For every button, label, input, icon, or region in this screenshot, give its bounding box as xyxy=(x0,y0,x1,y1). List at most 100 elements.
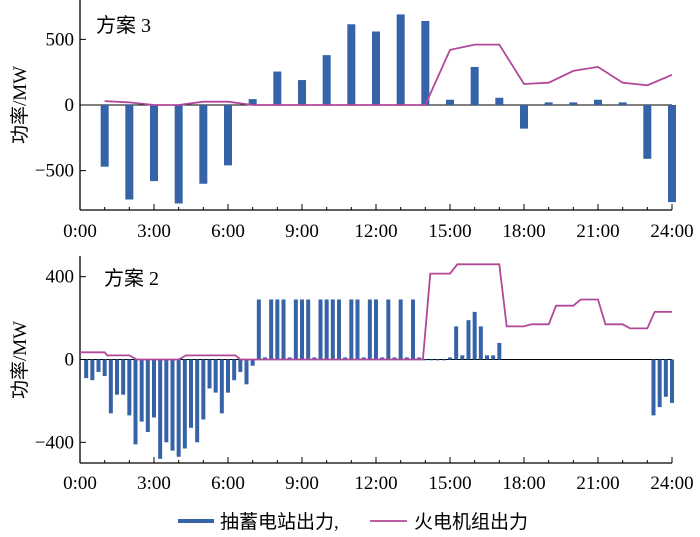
x-tick-label: 21:00 xyxy=(576,473,619,494)
bar xyxy=(411,299,415,360)
bar xyxy=(435,359,440,361)
bar xyxy=(380,357,385,360)
x-tick-label: 3:00 xyxy=(137,221,171,242)
x-tick-label: 18:00 xyxy=(502,221,545,242)
bar xyxy=(219,359,224,414)
bar xyxy=(520,105,528,129)
x-tick-label: 18:00 xyxy=(502,473,545,494)
bar xyxy=(263,357,267,360)
bar xyxy=(460,355,465,360)
bar xyxy=(470,66,479,105)
x-tick-label: 21:00 xyxy=(576,221,619,242)
bar xyxy=(176,359,181,457)
x-tick-label: 12:00 xyxy=(354,221,397,242)
bar xyxy=(343,357,348,360)
bar xyxy=(273,71,282,105)
series-line xyxy=(80,263,672,361)
bar xyxy=(199,105,208,184)
bar xyxy=(158,359,163,459)
bar xyxy=(293,299,298,360)
legend: 抽蓄电站出力, 火电机组出力 xyxy=(178,511,528,533)
x-tick-label: 6:00 xyxy=(211,473,245,494)
bar xyxy=(174,105,183,204)
y-axis-label: 功率/MW xyxy=(9,321,31,399)
x-tick-label: 24:00 xyxy=(650,221,693,242)
bar xyxy=(367,299,372,360)
bar xyxy=(115,359,119,395)
bar xyxy=(651,359,656,416)
bar xyxy=(441,359,446,361)
bar xyxy=(102,359,107,377)
bar xyxy=(392,357,397,360)
bar xyxy=(374,299,378,360)
bar xyxy=(347,24,356,105)
legend-label-thermal: 火电机组出力 xyxy=(414,511,528,533)
y-axis-label: 功率/MW xyxy=(9,66,31,144)
bar xyxy=(256,299,261,360)
legend-label-pumped-storage: 抽蓄电站出力, xyxy=(220,511,339,533)
x-tick-label: 6:00 xyxy=(211,221,245,242)
bar xyxy=(396,14,405,105)
bar xyxy=(491,355,496,360)
bar xyxy=(544,102,553,105)
bar xyxy=(398,299,403,360)
bar xyxy=(569,102,578,105)
bar xyxy=(189,359,193,428)
bar-series xyxy=(80,14,676,204)
bar xyxy=(349,299,354,360)
y-tick-label: −500 xyxy=(35,161,74,182)
bar xyxy=(663,359,668,397)
bar xyxy=(201,359,206,420)
line-series xyxy=(80,263,672,361)
panel-label: 方案 3 xyxy=(96,14,151,37)
bar xyxy=(84,359,89,379)
bar xyxy=(96,359,101,372)
y-tick-label: 500 xyxy=(46,29,75,50)
x-tick-label: 12:00 xyxy=(354,473,397,494)
bar xyxy=(466,320,471,360)
bar xyxy=(100,105,109,167)
bar xyxy=(670,359,674,403)
bar xyxy=(495,97,504,105)
bar xyxy=(226,359,230,393)
series-line xyxy=(104,43,673,106)
bar xyxy=(248,99,257,105)
bar xyxy=(298,80,306,105)
bar xyxy=(207,359,212,389)
y-tick-label: 0 xyxy=(65,350,75,371)
y-tick-label: −400 xyxy=(35,432,74,453)
bar xyxy=(417,357,422,360)
bar xyxy=(275,299,280,360)
bar xyxy=(330,299,335,360)
bar xyxy=(423,359,428,361)
bar xyxy=(355,299,360,360)
bar xyxy=(139,359,144,422)
bar xyxy=(281,299,286,360)
bar xyxy=(485,355,489,360)
bar xyxy=(164,359,169,443)
bar xyxy=(318,299,323,360)
bar xyxy=(448,357,452,360)
y-tick-label: 0 xyxy=(65,95,75,116)
bar xyxy=(361,357,366,360)
x-tick-label: 9:00 xyxy=(285,221,319,242)
bar xyxy=(213,359,218,393)
bar xyxy=(337,299,341,360)
bar xyxy=(657,359,662,408)
bar xyxy=(618,102,627,105)
bar xyxy=(145,359,150,432)
bar xyxy=(322,55,331,105)
bar xyxy=(306,299,311,360)
bar xyxy=(421,21,430,105)
bar xyxy=(238,359,243,372)
bar xyxy=(244,359,249,385)
chart-panel-scheme-2: 方案 2 功率/MW −400 0 400 0:00 3:00 6:00 9:00 12:0… xyxy=(9,256,694,494)
bar xyxy=(269,299,274,360)
bar xyxy=(250,359,255,366)
x-tick-label: 9:00 xyxy=(285,473,319,494)
bar xyxy=(300,299,304,360)
x-tick-label: 0:00 xyxy=(63,221,97,242)
bar-series xyxy=(80,299,674,459)
bar xyxy=(121,359,126,395)
